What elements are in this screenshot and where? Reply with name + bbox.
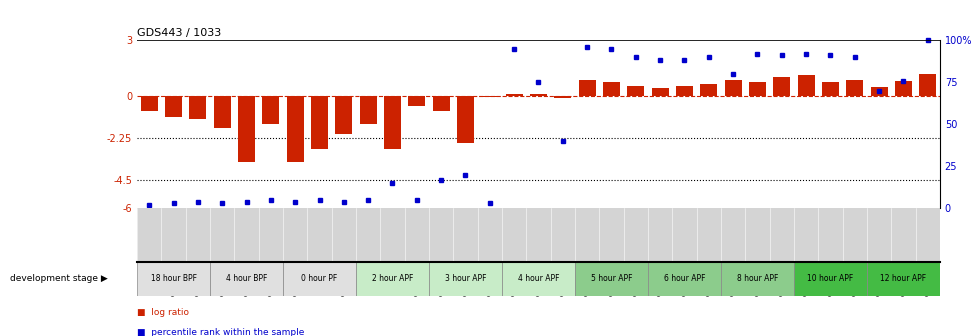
Bar [720, 262, 793, 296]
Bar [238, 96, 255, 162]
Bar [262, 96, 279, 124]
Bar [287, 96, 303, 162]
Bar [408, 96, 424, 106]
Bar [578, 80, 595, 96]
Bar [428, 262, 502, 296]
Text: GDS443 / 1033: GDS443 / 1033 [137, 28, 221, 38]
Text: 6 hour APF: 6 hour APF [663, 275, 704, 283]
Text: development stage ▶: development stage ▶ [10, 275, 108, 283]
Bar [502, 262, 574, 296]
Text: 8 hour APF: 8 hour APF [736, 275, 778, 283]
Bar [845, 80, 863, 96]
Bar [821, 82, 838, 96]
Bar [651, 88, 668, 96]
Text: 4 hour APF: 4 hour APF [517, 275, 558, 283]
Text: 12 hour APF: 12 hour APF [879, 275, 925, 283]
Bar [457, 96, 473, 143]
Text: ■  percentile rank within the sample: ■ percentile rank within the sample [137, 328, 304, 336]
Bar [869, 87, 887, 96]
Text: 18 hour BPF: 18 hour BPF [151, 275, 197, 283]
Bar [356, 262, 428, 296]
Bar [383, 96, 401, 149]
Bar [210, 262, 283, 296]
Bar [554, 96, 571, 98]
Bar [213, 96, 231, 128]
Text: 5 hour APF: 5 hour APF [590, 275, 632, 283]
Bar [918, 74, 935, 96]
Bar [724, 80, 740, 96]
Bar [137, 262, 210, 296]
Bar [335, 96, 352, 134]
Bar [283, 262, 356, 296]
Bar [529, 94, 547, 96]
Bar [699, 84, 717, 96]
Bar [647, 262, 720, 296]
Bar [141, 96, 157, 111]
Text: 0 hour PF: 0 hour PF [301, 275, 337, 283]
Bar [574, 262, 647, 296]
Bar [675, 86, 692, 96]
Bar [797, 75, 814, 96]
Text: 3 hour APF: 3 hour APF [444, 275, 486, 283]
Bar [894, 81, 911, 96]
Bar [189, 96, 206, 119]
Bar [359, 96, 377, 124]
Bar [793, 262, 866, 296]
Bar [481, 96, 498, 97]
Bar [505, 93, 522, 96]
Bar [773, 77, 789, 96]
Text: 2 hour APF: 2 hour APF [372, 275, 413, 283]
Bar [165, 96, 182, 117]
Bar [602, 82, 619, 96]
Text: 10 hour APF: 10 hour APF [807, 275, 853, 283]
Text: 4 hour BPF: 4 hour BPF [226, 275, 267, 283]
Bar [311, 96, 328, 149]
Text: ■  log ratio: ■ log ratio [137, 308, 189, 317]
Bar [627, 86, 644, 96]
Bar [432, 96, 449, 111]
Bar [866, 262, 939, 296]
Bar [748, 82, 765, 96]
